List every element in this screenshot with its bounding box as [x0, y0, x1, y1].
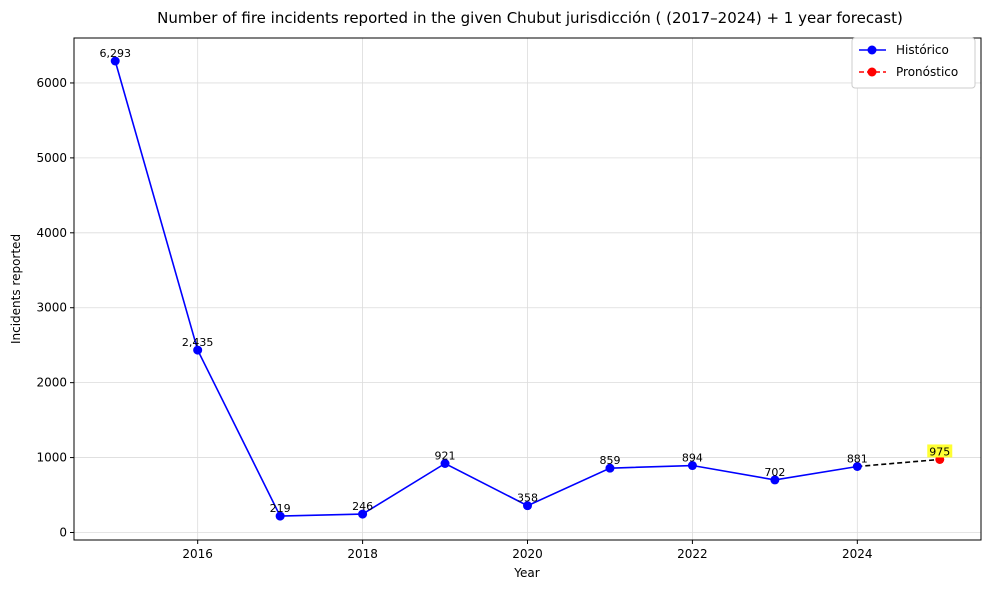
legend-label-pronostico: Pronóstico: [896, 65, 958, 79]
data-point-historico: [687, 461, 697, 471]
y-tick-label: 4000: [36, 226, 67, 240]
data-labels: 6,293 2,435 219 246 921 358 859 894 702 881 975: [99, 47, 953, 515]
x-tick-label: 2018: [347, 547, 378, 561]
series-line-historico: [114, 60, 858, 517]
x-tick-label: 2016: [182, 547, 213, 561]
x-tick-label: 2020: [512, 547, 543, 561]
y-tick-label: 3000: [36, 301, 67, 315]
data-label-highlight: [927, 444, 953, 458]
y-tick-label: 1000: [36, 451, 67, 465]
y-tick-label: 5000: [36, 151, 67, 165]
y-tick-label: 0: [59, 526, 67, 540]
data-point-historico: [852, 461, 862, 471]
legend-marker-historico: [867, 45, 877, 55]
y-tick-label: 6000: [36, 76, 67, 90]
data-label: 246: [352, 500, 373, 513]
data-label: 921: [435, 450, 456, 463]
x-axis-label: Year: [513, 566, 539, 580]
data-label: 6,293: [99, 47, 131, 60]
data-label: 975: [929, 445, 950, 458]
legend: Histórico Pronóstico: [851, 37, 976, 89]
data-point-historico: [770, 475, 780, 485]
data-label: 219: [270, 502, 291, 515]
data-point-historico: [275, 511, 285, 521]
data-point-historico: [440, 459, 450, 469]
data-point-historico: [523, 501, 532, 511]
data-label: 894: [682, 452, 703, 465]
series-line-pronostico: [857, 458, 940, 468]
data-label: 702: [764, 466, 785, 479]
plot-frame: [73, 37, 982, 541]
grid: [74, 38, 981, 540]
x-tick-label: 2024: [842, 547, 873, 561]
series-points: [110, 56, 945, 521]
chart-title: Number of fire incidents reported in the…: [157, 9, 903, 27]
axis-ticks: 2016 2018 2020 2022 2024 0 1000 2000 3000 4000 500…: [36, 76, 872, 561]
data-label: 859: [599, 454, 620, 467]
legend-marker-pronostico: [867, 67, 877, 77]
data-point-historico: [193, 345, 203, 355]
y-tick-label: 2000: [36, 376, 67, 390]
data-point-historico: [110, 56, 120, 66]
data-label: 358: [517, 492, 538, 505]
data-point-historico: [605, 463, 615, 473]
data-point-historico: [358, 509, 368, 519]
x-tick-label: 2022: [677, 547, 708, 561]
data-label: 881: [847, 452, 868, 465]
y-axis-label: Incidents reported: [9, 234, 23, 344]
series-lines: [114, 60, 940, 517]
data-label: 2,435: [182, 336, 214, 349]
legend-label-historico: Histórico: [896, 43, 949, 57]
